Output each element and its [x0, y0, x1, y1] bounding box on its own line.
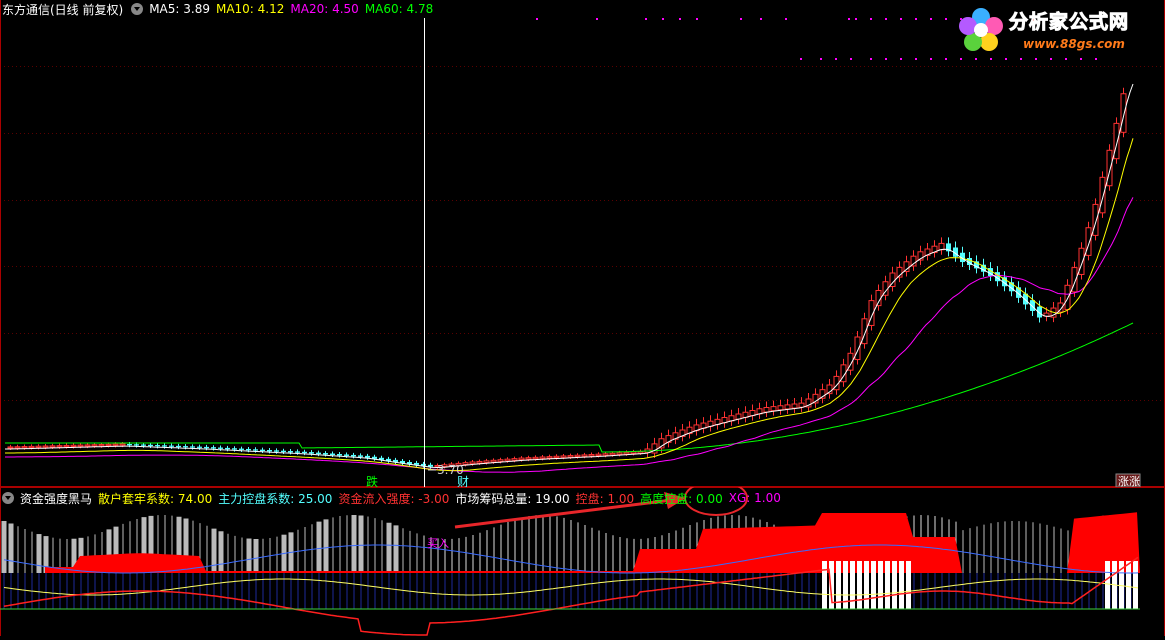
retail-trap-value: 散户套牢系数: 74.00: [98, 491, 213, 506]
indicator-chart[interactable]: 买入: [0, 480, 1165, 636]
logo-url-text: www.88gs.com: [1023, 37, 1125, 51]
chip-total-value: 市场筹码总量: 19.00: [455, 491, 570, 506]
high-control-value: 高度控盘: 0.00: [640, 491, 723, 506]
price-header: 东方通信(日线 前复权) MA5: 3.89 MA10: 4.12 MA20: …: [0, 0, 439, 18]
signal-dots: [536, 18, 1097, 60]
indicator-panel[interactable]: 买入 资金强度黑马 散户套牢系数: 74.00 主力控盘系数: 25.00 资金…: [0, 480, 1165, 636]
logo-brand-text: 分析家公式网: [1008, 11, 1130, 34]
gear-icon[interactable]: [2, 492, 14, 504]
red-curve: [3, 556, 1139, 636]
ma5-value: MA5: 3.89: [149, 2, 210, 16]
ma10-value: MA10: 4.12: [215, 2, 285, 16]
ma5-line: [5, 83, 1134, 468]
ma60-value: MA60: 4.78: [364, 2, 434, 16]
indicator-header: 资金强度黑马 散户套牢系数: 74.00 主力控盘系数: 25.00 资金流入强…: [0, 487, 787, 509]
xg-value: XG: 1.00: [728, 491, 781, 505]
ma10-line: [5, 138, 1134, 472]
gear-icon[interactable]: [131, 3, 144, 15]
buy-annotation: 买入: [427, 537, 449, 550]
inflow-strength-value: 资金流入强度: -3.00: [338, 491, 450, 506]
control-value: 控盘: 1.00: [575, 491, 635, 506]
ma60-line: [5, 322, 1134, 453]
main-control-value: 主力控盘系数: 25.00: [218, 491, 333, 506]
ma20-value: MA20: 4.50: [290, 2, 359, 16]
marker-zhangzhang: 涨涨: [1118, 475, 1140, 487]
blue-curve: [3, 544, 1139, 574]
price-chart-panel[interactable]: 3.70 跌 财 涨涨 东方通信(日线 前复权) MA5: 3.89 MA10:…: [0, 0, 1165, 489]
marker-cai: 财: [457, 475, 469, 487]
indicator-name: 资金强度黑马: [20, 491, 93, 506]
site-logo: 分析家公式网 www.88gs.com: [957, 2, 1157, 60]
ma20-line: [5, 197, 1134, 473]
marker-die: 跌: [366, 474, 378, 487]
pointer-arrow-head: [664, 492, 686, 509]
low-price-label: 3.70: [437, 463, 464, 477]
inflow-area: [45, 512, 1140, 573]
flower-logo-icon: [959, 8, 1003, 51]
price-chart[interactable]: 3.70 跌 财 涨涨: [0, 0, 1165, 489]
candlestick-series: [7, 87, 1127, 469]
stock-title: 东方通信(日线 前复权): [2, 2, 124, 17]
pointer-arrow-shaft: [454, 498, 673, 529]
yellow-curve: [3, 578, 1139, 596]
